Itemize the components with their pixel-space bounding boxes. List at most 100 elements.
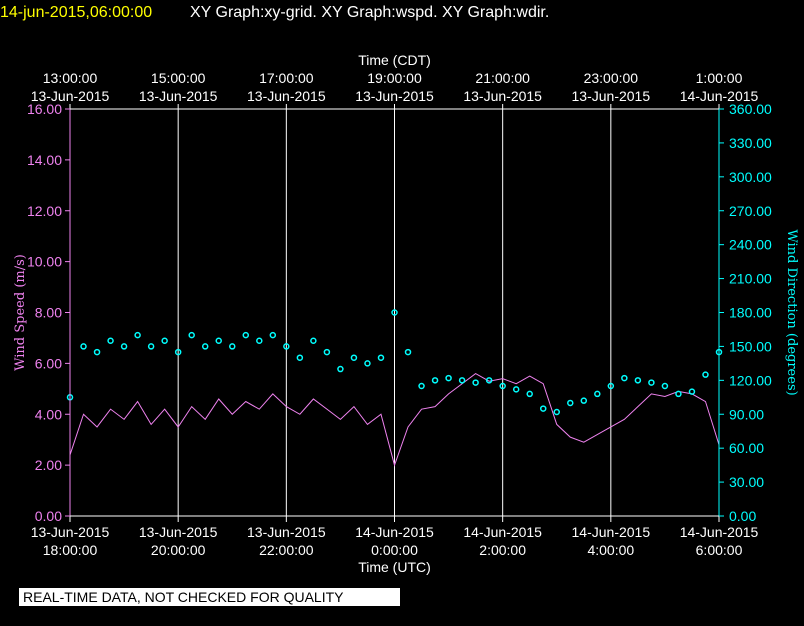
top-axis-label: Time (CDT) — [358, 52, 431, 68]
top-tick-time: 13:00:00 — [43, 70, 98, 86]
right-tick-label: 150.00 — [729, 338, 772, 354]
right-tick-label: 90.00 — [729, 406, 764, 422]
wdir-point — [567, 399, 574, 407]
right-tick-label: 270.00 — [729, 203, 772, 219]
quality-notice: REAL-TIME DATA, NOT CHECKED FOR QUALITY — [19, 588, 400, 606]
bottom-tick-time: 2:00:00 — [479, 542, 526, 558]
wdir-point — [526, 390, 533, 398]
bottom-tick-time: 6:00:00 — [696, 542, 743, 558]
bottom-axis-label: Time (UTC) — [358, 559, 431, 575]
bottom-tick-time: 20:00:00 — [151, 542, 206, 558]
bottom-tick-time: 4:00:00 — [587, 542, 634, 558]
left-tick-label: 12.00 — [27, 203, 62, 219]
wdir-point — [229, 343, 236, 350]
wdir-point — [134, 331, 141, 339]
right-axis-label: Wind Direction (degrees) — [784, 229, 799, 395]
wdir-point — [296, 354, 304, 361]
wdir-point — [337, 365, 344, 373]
title-bar: 14-jun-2015,06:00:00 XY Graph:xy-grid. X… — [0, 0, 804, 30]
left-tick-label: 2.00 — [35, 457, 62, 473]
wdir-point — [458, 377, 466, 384]
top-tick-time: 21:00:00 — [475, 70, 530, 86]
top-tick-date: 13-Jun-2015 — [139, 88, 218, 104]
wdir-point — [215, 337, 222, 345]
top-tick-time: 19:00:00 — [367, 70, 422, 86]
wdir-point — [323, 348, 331, 356]
top-tick-date: 13-Jun-2015 — [572, 88, 651, 104]
wdir-point — [418, 382, 425, 390]
right-tick-label: 120.00 — [729, 372, 772, 388]
wdir-point — [661, 382, 669, 390]
bottom-tick-date: 13-Jun-2015 — [139, 524, 218, 540]
wdir-point — [553, 408, 560, 416]
wdir-point — [472, 379, 479, 386]
wspd-series-line — [69, 372, 720, 467]
wdir-point — [539, 405, 547, 412]
bottom-tick-date: 14-Jun-2015 — [572, 524, 651, 540]
top-tick-time: 17:00:00 — [259, 70, 314, 86]
left-tick-label: 6.00 — [35, 355, 62, 371]
wdir-point — [404, 348, 412, 356]
wdir-point — [310, 337, 317, 345]
grid-lines — [177, 109, 612, 516]
right-tick-label: 300.00 — [729, 169, 772, 185]
right-tick-label: 0.00 — [729, 508, 756, 524]
wdir-point — [256, 337, 263, 345]
wdir-point — [499, 382, 506, 390]
wdir-point — [580, 397, 588, 404]
bottom-tick-date: 14-Jun-2015 — [355, 524, 434, 540]
bottom-tick-date: 13-Jun-2015 — [247, 524, 326, 540]
wdir-point — [675, 390, 682, 398]
wdir-point — [283, 343, 290, 350]
wdir-point — [350, 354, 358, 361]
wdir-point — [648, 379, 655, 386]
wdir-point — [269, 331, 277, 339]
bottom-tick-time: 22:00:00 — [259, 542, 314, 558]
right-tick-label: 210.00 — [729, 271, 772, 287]
wdir-point — [594, 390, 601, 398]
wdir-point — [431, 377, 439, 384]
timestamp-label: 14-jun-2015,06:00:00 — [0, 4, 153, 21]
graph-title: XY Graph:xy-grid. XY Graph:wspd. XY Grap… — [190, 4, 550, 21]
bottom-tick-date: 14-Jun-2015 — [680, 524, 759, 540]
right-tick-label: 240.00 — [729, 237, 772, 253]
wdir-point — [242, 331, 250, 339]
wdir-point — [634, 377, 642, 384]
wdir-point — [391, 309, 398, 316]
top-tick-time: 1:00:00 — [696, 70, 743, 86]
bottom-tick-date: 14-Jun-2015 — [463, 524, 542, 540]
left-tick-label: 10.00 — [27, 254, 62, 270]
wdir-point — [377, 354, 385, 361]
bottom-tick-date: 13-Jun-2015 — [31, 524, 110, 540]
wdir-point — [688, 388, 696, 395]
top-tick-date: 13-Jun-2015 — [31, 88, 110, 104]
wdir-point — [702, 371, 709, 378]
left-tick-label: 14.00 — [27, 152, 62, 168]
wdir-point — [93, 348, 101, 356]
bottom-tick-time: 0:00:00 — [371, 542, 418, 558]
left-tick-label: 16.00 — [27, 101, 62, 117]
wdir-point — [607, 382, 615, 390]
top-tick-date: 13-Jun-2015 — [247, 88, 326, 104]
wdir-point — [80, 343, 87, 350]
wdir-point — [512, 386, 520, 393]
wdir-point — [201, 343, 209, 350]
wdir-point — [120, 343, 128, 350]
top-tick-date: 13-Jun-2015 — [355, 88, 434, 104]
wdir-point — [188, 331, 195, 339]
left-tick-label: 8.00 — [35, 305, 62, 321]
top-tick-time: 23:00:00 — [584, 70, 639, 86]
wdir-point — [147, 343, 155, 350]
top-tick-time: 15:00:00 — [151, 70, 206, 86]
right-tick-label: 180.00 — [729, 305, 772, 321]
wdir-point — [174, 348, 182, 356]
wdir-point — [621, 374, 628, 382]
bottom-tick-time: 18:00:00 — [43, 542, 98, 558]
right-tick-label: 330.00 — [729, 135, 772, 151]
right-tick-label: 360.00 — [729, 101, 772, 117]
wdir-point — [364, 360, 371, 367]
left-tick-label: 4.00 — [35, 406, 62, 422]
wdir-point — [485, 377, 493, 384]
right-tick-label: 60.00 — [729, 440, 764, 456]
